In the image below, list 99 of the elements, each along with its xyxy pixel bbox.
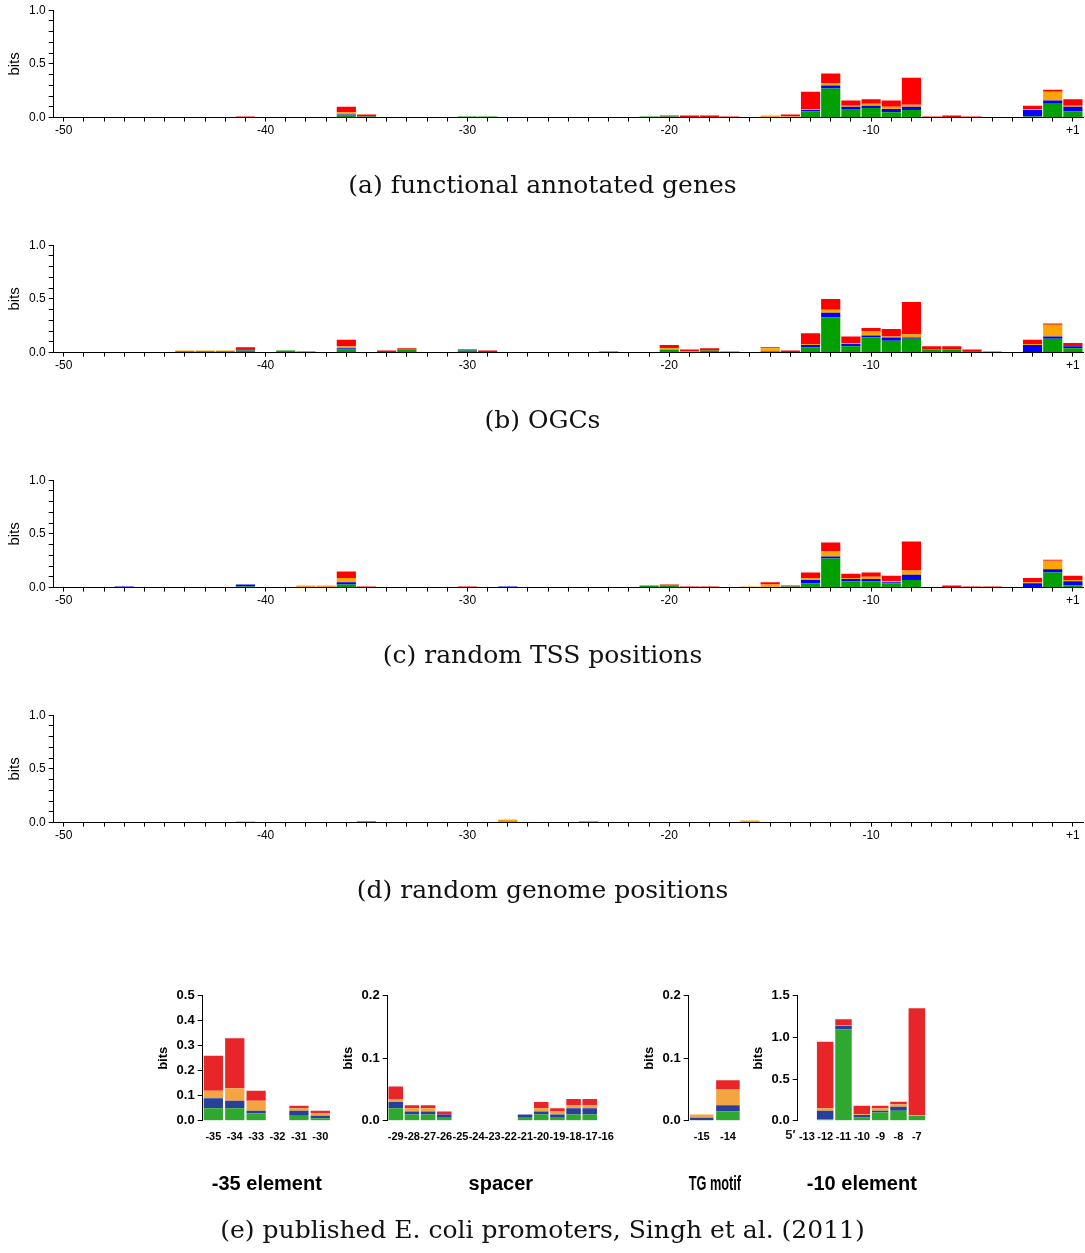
y-tick-label: 1.0 <box>28 472 46 487</box>
y-tick-label: 0.1 <box>176 1087 195 1103</box>
x-tick-label: -40 <box>256 358 275 373</box>
x-axis-title: -35 element <box>211 1171 323 1194</box>
y-tick-label: 1.0 <box>28 237 46 252</box>
text: (d) random genome positions <box>355 875 730 904</box>
x-tick-label: -31 <box>290 1130 307 1143</box>
x-tick-label: -15 <box>693 1130 710 1143</box>
x-tick-label: -29 <box>387 1130 404 1143</box>
x-tick-label: -30 <box>458 358 477 373</box>
y-axis-title: bits <box>340 1046 356 1070</box>
text: (a) functional annotated genes <box>347 170 738 199</box>
x-tick-label: -50 <box>55 828 73 843</box>
x-tick-label: -16 <box>597 1130 614 1143</box>
x-tick-label: -11 <box>835 1130 852 1143</box>
x-axis-title: spacer <box>468 1171 534 1194</box>
y-tick-label: 0.5 <box>28 56 46 71</box>
x-tick-label: -30 <box>458 123 477 138</box>
x-tick-label: -32 <box>269 1130 286 1143</box>
y-tick-label: 0.2 <box>662 987 681 1003</box>
y-tick-label: 0.1 <box>662 1049 681 1065</box>
y-tick-label: 0.5 <box>771 1070 790 1086</box>
x-tick-label: -50 <box>55 358 73 373</box>
x-tick-label: -20 <box>660 828 679 843</box>
x-tick-label: -25 <box>452 1130 469 1143</box>
x-tick-label: -40 <box>256 123 275 138</box>
x-tick-label: -8 <box>893 1130 904 1143</box>
x-tick-label: -30 <box>458 593 477 608</box>
y-tick-label: 1.0 <box>771 1029 790 1045</box>
x-tick-label: -50 <box>55 593 73 608</box>
x-tick-label: -50 <box>55 123 73 138</box>
y-tick-label: 0.5 <box>28 761 46 776</box>
y-tick-label: 0.3 <box>176 1037 195 1053</box>
y-tick-label: 0.0 <box>771 1112 790 1128</box>
y-tick-label: 1.0 <box>28 2 46 17</box>
x-tick-label: -14 <box>719 1130 737 1143</box>
x-tick-label: -30 <box>458 828 477 843</box>
text: 5′ <box>785 1126 796 1142</box>
x-tick-label: -40 <box>256 593 275 608</box>
x-tick-label: -33 <box>248 1130 265 1143</box>
y-tick-label: 0.0 <box>28 109 46 124</box>
y-tick-label: 0.5 <box>176 987 195 1003</box>
text: (e) published E. coli promoters, Singh et al. (2011) <box>219 1215 866 1244</box>
x-tick-label: -26 <box>436 1130 453 1143</box>
y-tick-label: 0.0 <box>361 1112 380 1128</box>
y-tick-label: 0.5 <box>28 526 46 541</box>
x-tick-label: -20 <box>660 593 679 608</box>
text: (c) random TSS positions <box>381 640 704 669</box>
x-tick-label: -20 <box>533 1130 550 1143</box>
x-tick-label: +1 <box>1066 593 1081 608</box>
y-tick-label: 0.4 <box>176 1012 196 1028</box>
x-tick-label: -35 <box>205 1130 222 1143</box>
x-tick-label: -17 <box>581 1130 598 1143</box>
y-tick-label: 0.0 <box>28 814 46 829</box>
y-tick-label: 0.0 <box>28 579 46 594</box>
x-tick-label: -20 <box>660 358 679 373</box>
y-axis-title: bits <box>5 522 23 546</box>
y-tick-label: 0.2 <box>176 1062 195 1078</box>
y-axis-title: bits <box>155 1046 171 1070</box>
x-tick-label: -10 <box>862 593 881 608</box>
y-axis-title: bits <box>5 287 23 311</box>
x-tick-label: -19 <box>549 1130 566 1143</box>
y-tick-label: 0.0 <box>176 1112 195 1128</box>
x-tick-label: -10 <box>853 1130 870 1143</box>
y-tick-label: 1.0 <box>28 707 46 722</box>
y-tick-label: 0.0 <box>28 344 46 359</box>
x-tick-label: -10 <box>862 358 881 373</box>
x-tick-label: -18 <box>565 1130 582 1143</box>
x-tick-label: -24 <box>468 1130 486 1143</box>
x-tick-label: -12 <box>817 1130 834 1143</box>
x-axis-title: TG motif <box>688 1171 742 1195</box>
x-tick-label: -23 <box>484 1130 501 1143</box>
x-tick-label: -21 <box>517 1130 534 1143</box>
y-tick-label: 0.0 <box>662 1112 681 1128</box>
y-tick-label: 0.1 <box>361 1049 380 1065</box>
x-tick-label: -30 <box>312 1130 329 1143</box>
y-axis-title: bits <box>750 1046 766 1070</box>
text: (b) OGCs <box>483 405 602 434</box>
x-tick-label: +1 <box>1066 358 1081 373</box>
y-axis-title: bits <box>5 52 23 76</box>
x-tick-label: -28 <box>403 1130 420 1143</box>
x-tick-label: -20 <box>660 123 679 138</box>
x-tick-label: -27 <box>420 1130 437 1143</box>
x-tick-label: -10 <box>862 828 881 843</box>
x-tick-label: -10 <box>862 123 881 138</box>
x-axis-title: -10 element <box>806 1171 918 1194</box>
x-tick-label: -34 <box>226 1130 244 1143</box>
x-tick-label: -13 <box>798 1130 815 1143</box>
x-tick-label: -22 <box>500 1130 517 1143</box>
y-axis-title: bits <box>641 1046 657 1070</box>
x-tick-label: -9 <box>875 1130 886 1143</box>
y-tick-label: 1.5 <box>771 987 790 1003</box>
x-tick-label: -40 <box>256 828 275 843</box>
x-tick-label: +1 <box>1066 123 1081 138</box>
y-tick-label: 0.5 <box>28 291 46 306</box>
x-tick-label: +1 <box>1066 828 1081 843</box>
x-tick-label: -7 <box>911 1130 922 1143</box>
y-axis-title: bits <box>5 757 23 781</box>
y-tick-label: 0.2 <box>361 987 380 1003</box>
